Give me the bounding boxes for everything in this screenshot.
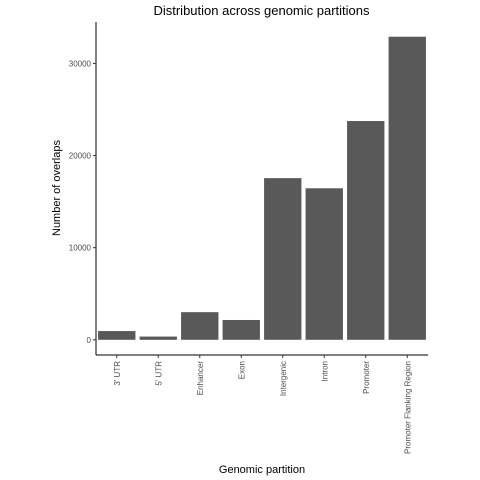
bar-promoter-flanking-region bbox=[388, 36, 426, 340]
y-tick-label: 10000 bbox=[69, 244, 92, 253]
x-tick-label: Enhancer bbox=[196, 361, 205, 396]
y-axis-title: Number of overlaps bbox=[51, 140, 63, 236]
y-tick-label: 20000 bbox=[69, 152, 92, 161]
bar-3-utr bbox=[98, 331, 136, 340]
chart-title: Distribution across genomic partitions bbox=[153, 3, 370, 18]
y-tick-label: 30000 bbox=[69, 59, 92, 68]
x-axis-title: Genomic partition bbox=[219, 464, 305, 476]
bar-intron bbox=[305, 188, 343, 340]
x-tick-label: Intron bbox=[320, 361, 329, 381]
bar-promoter bbox=[347, 121, 385, 340]
bar-5-utr bbox=[139, 336, 177, 340]
x-tick-label: 5' UTR bbox=[154, 361, 163, 386]
bar-exon bbox=[222, 319, 260, 340]
x-tick-label: Promoter Flanking Region bbox=[403, 361, 412, 454]
x-tick-label: Promoter bbox=[362, 361, 371, 394]
x-tick-label: Intergenic bbox=[279, 361, 288, 396]
x-tick-label: Exon bbox=[237, 361, 246, 379]
bar-enhancer bbox=[181, 312, 219, 340]
y-ticks-group: 0 10000 20000 30000 bbox=[69, 59, 96, 345]
bars-group bbox=[98, 36, 426, 340]
x-ticks-group: 3' UTR 5' UTR Enhancer Exon Intergenic Intron… bbox=[113, 355, 412, 454]
x-tick-label: 3' UTR bbox=[113, 361, 122, 386]
y-tick-label: 0 bbox=[87, 336, 92, 345]
bar-intergenic bbox=[264, 178, 302, 340]
